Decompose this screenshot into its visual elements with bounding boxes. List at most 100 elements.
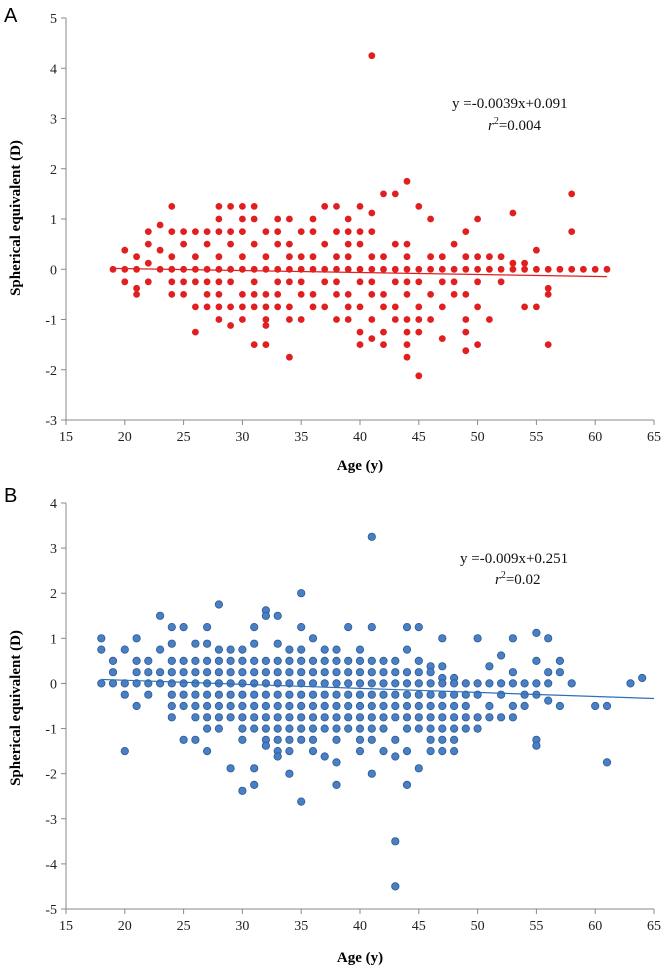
data-point (320, 656, 329, 666)
y-tick-label: -1 (45, 314, 57, 329)
data-point (308, 656, 318, 666)
data-point (262, 316, 270, 323)
data-point (250, 713, 259, 722)
data-point (402, 780, 412, 790)
y-tick-label: -2 (45, 768, 57, 783)
data-point (485, 701, 494, 711)
y-tick-label: 0 (50, 677, 57, 692)
data-point (308, 713, 318, 722)
panel-a-points (109, 52, 611, 380)
data-point (556, 265, 564, 273)
data-point (97, 679, 106, 688)
x-tick-label: 45 (412, 919, 426, 934)
data-point (321, 278, 329, 286)
data-point (332, 701, 341, 711)
data-point (414, 679, 423, 688)
data-point (403, 278, 411, 286)
data-point (533, 246, 540, 254)
data-point (497, 253, 505, 261)
data-point (250, 291, 258, 298)
data-point (438, 735, 447, 744)
data-point (602, 701, 612, 711)
data-point (486, 265, 493, 273)
data-point (450, 265, 458, 273)
data-point (380, 341, 387, 348)
data-point (167, 679, 176, 688)
data-point (544, 634, 553, 643)
data-point (297, 589, 306, 598)
data-point (214, 656, 223, 666)
data-point (415, 303, 423, 311)
y-tick-label: -2 (45, 364, 57, 379)
data-point (108, 656, 118, 666)
data-point (521, 265, 528, 273)
data-point (368, 209, 376, 217)
data-point (214, 600, 223, 609)
panel-a-x-title: Age (y) (337, 458, 383, 474)
data-point (402, 746, 412, 756)
panel-a-equation: y =-0.0039x+0.091 (452, 96, 568, 112)
data-point (239, 215, 246, 223)
data-point (332, 735, 341, 744)
data-point (308, 735, 318, 744)
x-tick-label: 65 (647, 430, 661, 445)
data-point (191, 656, 200, 666)
data-point (297, 645, 306, 654)
data-point (203, 278, 211, 286)
data-point (403, 291, 411, 298)
data-point (144, 668, 153, 677)
data-point (308, 668, 318, 677)
x-tick-label: 20 (118, 919, 132, 934)
data-point (238, 786, 247, 795)
data-point (167, 701, 176, 711)
data-point (462, 253, 470, 261)
data-point (214, 690, 223, 699)
data-point (214, 701, 223, 711)
data-point (415, 372, 423, 380)
data-point (203, 291, 211, 298)
data-point (438, 713, 447, 722)
data-point (239, 253, 246, 261)
data-point (203, 639, 212, 648)
data-point (427, 291, 434, 298)
data-point (167, 690, 176, 699)
data-point (226, 713, 235, 722)
data-point (461, 701, 470, 711)
data-point (191, 639, 200, 648)
data-point (262, 265, 270, 273)
data-point (179, 622, 188, 632)
data-point (368, 52, 376, 60)
data-point (544, 291, 552, 298)
data-point (274, 303, 282, 311)
data-point (555, 668, 565, 677)
data-point (226, 690, 235, 699)
data-point (379, 701, 388, 711)
data-point (508, 713, 518, 722)
data-point (297, 713, 306, 722)
data-point (285, 679, 294, 688)
data-point (508, 668, 518, 677)
data-point (450, 240, 458, 248)
data-point (273, 639, 282, 648)
x-tick-label: 40 (353, 919, 367, 934)
data-point (273, 701, 282, 711)
data-point (355, 701, 365, 711)
data-point (250, 690, 259, 699)
data-point (180, 278, 188, 286)
data-point (356, 265, 364, 273)
data-point (438, 253, 446, 261)
data-point (344, 713, 353, 722)
data-point (308, 690, 318, 699)
data-point (580, 265, 587, 273)
data-point (379, 656, 388, 666)
data-point (332, 758, 341, 767)
data-point (121, 246, 129, 254)
data-point (261, 679, 270, 688)
data-point (462, 328, 470, 336)
data-point (239, 228, 246, 236)
x-tick-label: 15 (59, 430, 73, 445)
data-point (591, 265, 599, 273)
data-point (544, 341, 552, 348)
data-point (449, 713, 459, 722)
data-point (261, 724, 270, 733)
